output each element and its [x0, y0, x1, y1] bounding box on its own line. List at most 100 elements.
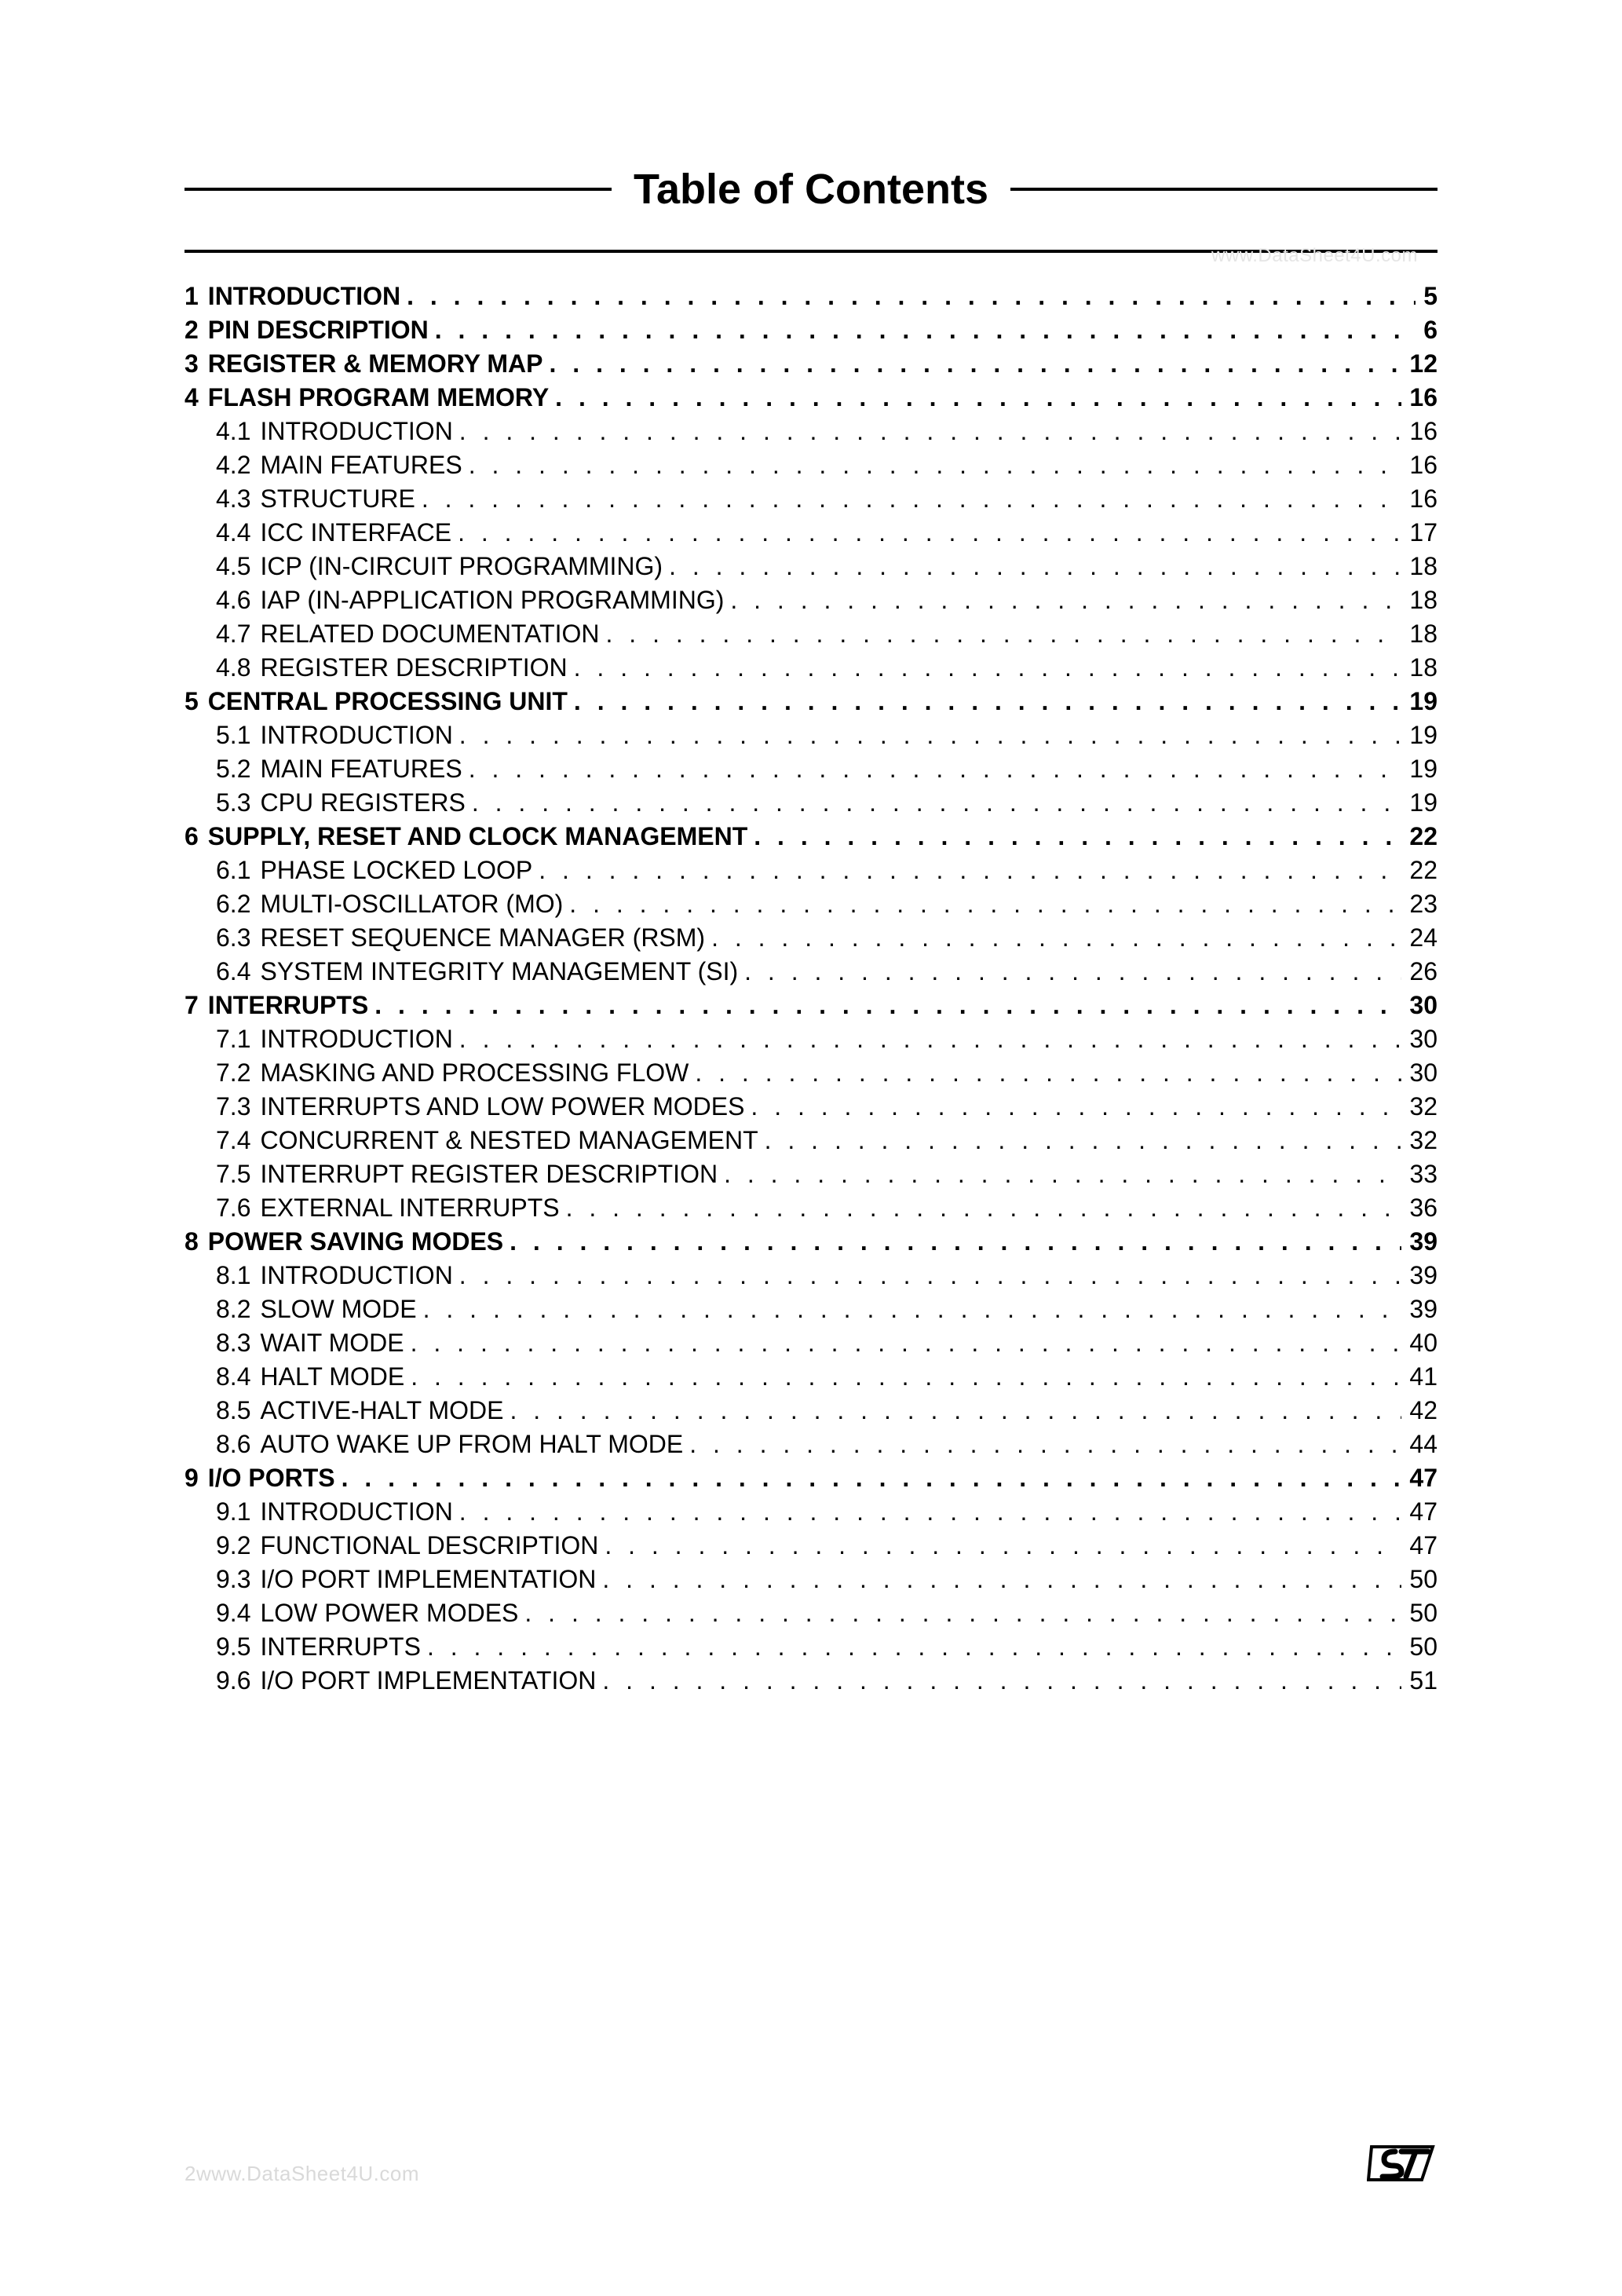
- toc-entry-label: ACTIVE-HALT MODE: [260, 1398, 510, 1423]
- toc-entry-label: CPU REGISTERS: [260, 790, 471, 815]
- toc-entry: 4.7RELATED DOCUMENTATION . . . . . . . .…: [184, 621, 1438, 646]
- toc-leader-dots: . . . . . . . . . . . . . . . . . . . . …: [459, 1499, 1402, 1524]
- toc-entry-number: 9: [184, 1465, 208, 1490]
- toc-leader-dots: . . . . . . . . . . . . . . . . . . . . …: [459, 722, 1402, 748]
- toc-leader-dots: . . . . . . . . . . . . . . . . . . . . …: [550, 351, 1402, 376]
- toc-entry-page: 42: [1401, 1398, 1438, 1423]
- toc-entry-page: 41: [1401, 1364, 1438, 1389]
- toc-entry-page: 47: [1401, 1533, 1438, 1558]
- toc-entry-number: 9.6: [216, 1668, 260, 1693]
- toc-leader-dots: . . . . . . . . . . . . . . . . . . . . …: [574, 655, 1402, 680]
- toc-entry: 4.3STRUCTURE . . . . . . . . . . . . . .…: [184, 486, 1438, 511]
- toc-entry-number: 8.1: [216, 1263, 260, 1288]
- toc-leader-dots: . . . . . . . . . . . . . . . . . . . . …: [469, 756, 1402, 781]
- toc-leader-dots: . . . . . . . . . . . . . . . . . . . . …: [669, 554, 1401, 579]
- toc-entry-number: 7.4: [216, 1128, 260, 1153]
- toc-entry-label: PHASE LOCKED LOOP: [260, 857, 539, 883]
- toc-entry-number: 7.5: [216, 1161, 260, 1186]
- toc-leader-dots: . . . . . . . . . . . . . . . . . . . . …: [407, 283, 1416, 309]
- toc-entry: 6SUPPLY, RESET AND CLOCK MANAGEMENT . . …: [184, 824, 1438, 849]
- toc-entry-number: 4.4: [216, 520, 260, 545]
- toc-entry-number: 4.6: [216, 587, 260, 612]
- toc-leader-dots: . . . . . . . . . . . . . . . . . . . . …: [605, 1533, 1401, 1558]
- toc-leader-dots: . . . . . . . . . . . . . . . . . . . . …: [459, 419, 1402, 444]
- toc-entry-label: INTERRUPTS: [208, 993, 374, 1018]
- toc-entry-number: 4.3: [216, 486, 260, 511]
- toc-entry-label: ICC INTERFACE: [260, 520, 458, 545]
- toc-entry-number: 8: [184, 1229, 208, 1254]
- toc-entry: 3REGISTER & MEMORY MAP . . . . . . . . .…: [184, 351, 1438, 376]
- toc-entry-label: INTRODUCTION: [208, 283, 407, 309]
- toc-entry-page: 18: [1401, 621, 1438, 646]
- toc-entry: 4.1INTRODUCTION . . . . . . . . . . . . …: [184, 419, 1438, 444]
- toc-entry-label: WAIT MODE: [260, 1330, 410, 1355]
- toc-leader-dots: . . . . . . . . . . . . . . . . . . . . …: [574, 689, 1402, 714]
- toc-entry: 6.3RESET SEQUENCE MANAGER (RSM) . . . . …: [184, 925, 1438, 950]
- toc-entry-page: 18: [1401, 655, 1438, 680]
- toc-entry: 4.2MAIN FEATURES . . . . . . . . . . . .…: [184, 452, 1438, 477]
- toc-entry-label: INTRODUCTION: [260, 1263, 458, 1288]
- toc-entry: 5CENTRAL PROCESSING UNIT . . . . . . . .…: [184, 689, 1438, 714]
- toc-leader-dots: . . . . . . . . . . . . . . . . . . . . …: [469, 452, 1402, 477]
- title-row: Table of Contents: [184, 165, 1438, 214]
- footer-watermark: 2www.DataSheet4U.com: [184, 2162, 419, 2186]
- toc-leader-dots: . . . . . . . . . . . . . . . . . . . . …: [695, 1060, 1401, 1085]
- toc-entry-number: 7.1: [216, 1026, 260, 1051]
- table-of-contents: 1INTRODUCTION . . . . . . . . . . . . . …: [184, 283, 1438, 1693]
- toc-entry-number: 7.2: [216, 1060, 260, 1085]
- toc-entry-page: 16: [1401, 385, 1438, 410]
- toc-entry-label: I/O PORT IMPLEMENTATION: [260, 1668, 602, 1693]
- toc-entry-page: 50: [1401, 1600, 1438, 1625]
- toc-entry-page: 22: [1401, 824, 1438, 849]
- toc-leader-dots: . . . . . . . . . . . . . . . . . . . . …: [539, 857, 1401, 883]
- toc-entry-number: 5: [184, 689, 208, 714]
- toc-entry: 6.1PHASE LOCKED LOOP . . . . . . . . . .…: [184, 857, 1438, 883]
- toc-entry: 7.3INTERRUPTS AND LOW POWER MODES . . . …: [184, 1094, 1438, 1119]
- toc-entry-number: 6.3: [216, 925, 260, 950]
- toc-leader-dots: . . . . . . . . . . . . . . . . . . . . …: [606, 621, 1402, 646]
- toc-entry: 4.6IAP (IN-APPLICATION PROGRAMMING) . . …: [184, 587, 1438, 612]
- toc-entry: 8.4HALT MODE . . . . . . . . . . . . . .…: [184, 1364, 1438, 1389]
- toc-entry-page: 5: [1416, 283, 1438, 309]
- page-footer: 2www.DataSheet4U.com: [184, 2141, 1438, 2186]
- toc-leader-dots: . . . . . . . . . . . . . . . . . . . . …: [744, 959, 1401, 984]
- toc-entry: 9.3I/O PORT IMPLEMENTATION . . . . . . .…: [184, 1567, 1438, 1592]
- toc-entry-label: INTERRUPTS: [260, 1634, 426, 1659]
- st-logo-icon: [1367, 2141, 1438, 2186]
- toc-leader-dots: . . . . . . . . . . . . . . . . . . . . …: [342, 1465, 1402, 1490]
- toc-entry: 4.8REGISTER DESCRIPTION . . . . . . . . …: [184, 655, 1438, 680]
- toc-entry-page: 16: [1401, 452, 1438, 477]
- toc-entry-label: PIN DESCRIPTION: [208, 317, 435, 342]
- toc-entry-page: 39: [1401, 1263, 1438, 1288]
- toc-leader-dots: . . . . . . . . . . . . . . . . . . . . …: [751, 1094, 1401, 1119]
- toc-entry-number: 8.2: [216, 1296, 260, 1322]
- toc-leader-dots: . . . . . . . . . . . . . . . . . . . . …: [472, 790, 1402, 815]
- toc-entry-label: I/O PORT IMPLEMENTATION: [260, 1567, 602, 1592]
- toc-entry-label: INTRODUCTION: [260, 419, 458, 444]
- toc-entry-label: CONCURRENT & NESTED MANAGEMENT: [260, 1128, 764, 1153]
- toc-entry-page: 18: [1401, 554, 1438, 579]
- toc-leader-dots: . . . . . . . . . . . . . . . . . . . . …: [411, 1364, 1401, 1389]
- toc-entry-number: 5.2: [216, 756, 260, 781]
- toc-entry-page: 18: [1401, 587, 1438, 612]
- toc-leader-dots: . . . . . . . . . . . . . . . . . . . . …: [510, 1229, 1401, 1254]
- toc-entry: 5.3CPU REGISTERS . . . . . . . . . . . .…: [184, 790, 1438, 815]
- toc-entry-page: 36: [1401, 1195, 1438, 1220]
- toc-entry-label: INTERRUPT REGISTER DESCRIPTION: [260, 1161, 724, 1186]
- toc-entry-number: 8.5: [216, 1398, 260, 1423]
- toc-entry-number: 9.2: [216, 1533, 260, 1558]
- toc-entry-number: 9.5: [216, 1634, 260, 1659]
- toc-entry: 9I/O PORTS . . . . . . . . . . . . . . .…: [184, 1465, 1438, 1490]
- toc-entry: 6.4SYSTEM INTEGRITY MANAGEMENT (SI) . . …: [184, 959, 1438, 984]
- toc-leader-dots: . . . . . . . . . . . . . . . . . . . . …: [458, 520, 1401, 545]
- toc-entry: 9.1INTRODUCTION . . . . . . . . . . . . …: [184, 1499, 1438, 1524]
- toc-entry-label: AUTO WAKE UP FROM HALT MODE: [260, 1431, 689, 1457]
- toc-entry-label: MAIN FEATURES: [260, 756, 468, 781]
- toc-leader-dots: . . . . . . . . . . . . . . . . . . . . …: [602, 1668, 1401, 1693]
- toc-leader-dots: . . . . . . . . . . . . . . . . . . . . …: [524, 1600, 1401, 1625]
- toc-leader-dots: . . . . . . . . . . . . . . . . . . . . …: [765, 1128, 1402, 1153]
- toc-entry-label: INTERRUPTS AND LOW POWER MODES: [260, 1094, 751, 1119]
- toc-leader-dots: . . . . . . . . . . . . . . . . . . . . …: [754, 824, 1401, 849]
- toc-entry: 8.6AUTO WAKE UP FROM HALT MODE . . . . .…: [184, 1431, 1438, 1457]
- toc-entry: 9.5INTERRUPTS . . . . . . . . . . . . . …: [184, 1634, 1438, 1659]
